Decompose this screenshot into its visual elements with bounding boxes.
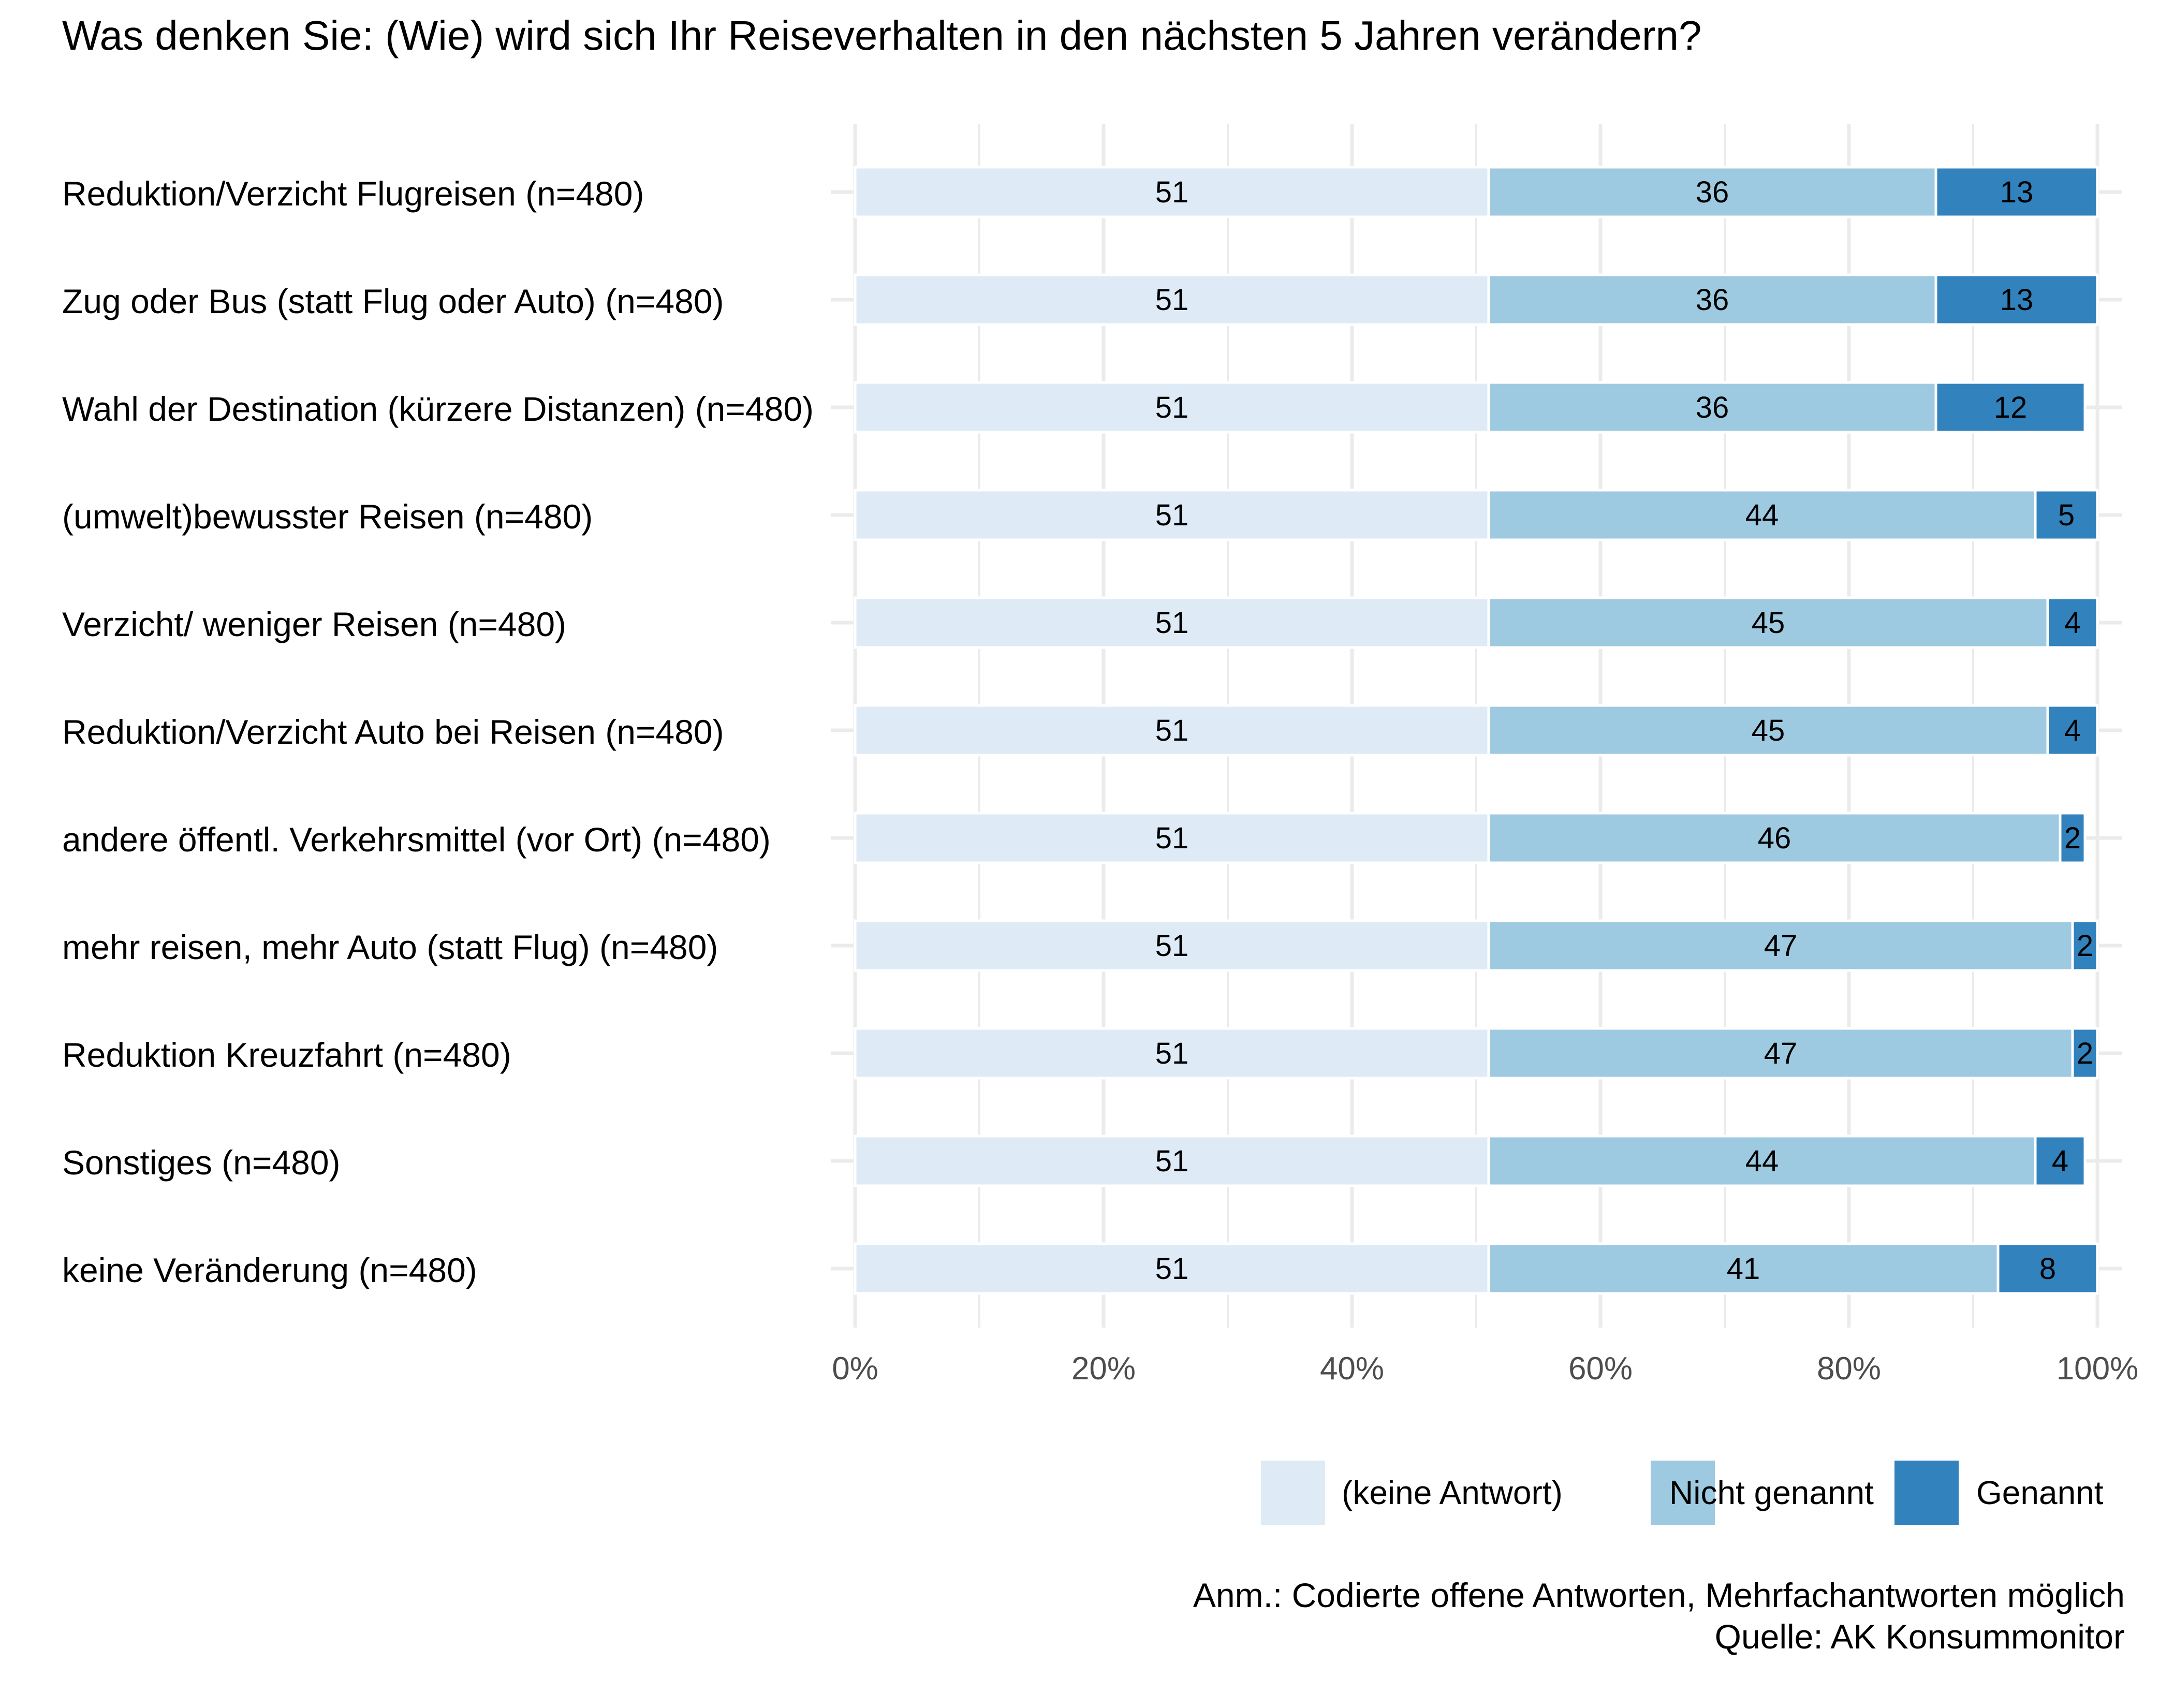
bar-value-label: 51	[1155, 175, 1189, 209]
bar-value-label: 41	[1727, 1252, 1760, 1286]
bar-value-label: 44	[1745, 498, 1779, 532]
bar-segment	[1487, 704, 2049, 757]
bar-segment	[2046, 596, 2099, 649]
bar-value-label: 8	[2039, 1252, 2056, 1286]
legend-label: (keine Antwort)	[1342, 1474, 1563, 1511]
bar-value-label: 5	[2058, 498, 2075, 532]
x-tick-label: 0%	[832, 1351, 878, 1387]
bar-segment	[854, 1027, 1490, 1080]
x-tick-label: 20%	[1071, 1351, 1136, 1387]
bar-segment	[1487, 273, 1937, 326]
category-label: (umwelt)bewusster Reisen (n=480)	[62, 497, 593, 536]
category-label: Reduktion/Verzicht Flugreisen (n=480)	[62, 174, 644, 213]
bar-segment	[1487, 1135, 2037, 1187]
bar-segment	[1934, 166, 2099, 218]
bar-value-label: 51	[1155, 1037, 1189, 1070]
bar-segment	[1487, 919, 2074, 972]
bar-value-label: 47	[1764, 929, 1798, 963]
bar-segment	[854, 919, 1490, 972]
bar-value-label: 36	[1696, 391, 1729, 424]
category-label: Sonstiges (n=480)	[62, 1143, 341, 1182]
bar-segment	[1996, 1242, 2099, 1295]
bars-layer: 51 36 13 51 36 13 51 36 12 51 44 5 51 45 4 51 45 4 51 46 2 51…	[854, 166, 2099, 1295]
bar-segment	[1487, 166, 1937, 218]
bar-value-label: 51	[1155, 929, 1189, 963]
legend: (keine Antwort) Nicht genannt Genannt	[1261, 1461, 2104, 1525]
category-labels: Reduktion/Verzicht Flugreisen (n=480) Zug…	[62, 174, 814, 1289]
bar-value-label: 47	[1764, 1037, 1798, 1070]
bar-segment	[1487, 596, 2049, 649]
bar-segment	[2071, 919, 2099, 972]
bar-segment	[2071, 1027, 2099, 1080]
bar-segment	[1487, 1242, 2000, 1295]
legend-swatch	[1261, 1461, 1325, 1525]
bar-segment	[854, 489, 1490, 541]
x-axis: 0% 20% 40% 60% 80% 100%	[832, 1351, 2138, 1387]
bar-value-label: 2	[2077, 929, 2093, 963]
category-label: Verzicht/ weniger Reisen (n=480)	[62, 605, 566, 643]
bar-value-label: 51	[1155, 821, 1189, 855]
chart-source: Quelle: AK Konsummonitor	[1715, 1617, 2125, 1656]
bar-value-label: 51	[1155, 1144, 1189, 1178]
bar-value-label: 12	[1994, 391, 2028, 424]
bar-value-label: 4	[2064, 606, 2081, 640]
bar-segment	[1934, 273, 2099, 326]
bar-segment	[1934, 381, 2087, 434]
category-label: Zug oder Bus (statt Flug oder Auto) (n=4…	[62, 282, 724, 320]
bar-value-label: 2	[2064, 821, 2081, 855]
bar-value-label: 51	[1155, 283, 1189, 317]
bar-value-label: 51	[1155, 391, 1189, 424]
bar-value-label: 51	[1155, 1252, 1189, 1286]
bar-value-label: 36	[1696, 175, 1729, 209]
chart-note: Anm.: Codierte offene Antworten, Mehrfac…	[1193, 1576, 2125, 1614]
bar-value-label: 13	[2000, 175, 2034, 209]
chart-title: Was denken Sie: (Wie) wird sich Ihr Reis…	[62, 12, 1702, 58]
bar-segment	[854, 1242, 1490, 1295]
category-label: keine Veränderung (n=480)	[62, 1251, 477, 1289]
bar-value-label: 51	[1155, 498, 1189, 532]
bar-segment	[2059, 812, 2087, 864]
x-tick-label: 100%	[2057, 1351, 2139, 1387]
bar-value-label: 4	[2052, 1144, 2068, 1178]
category-label: andere öffentl. Verkehrsmittel (vor Ort)…	[62, 820, 771, 859]
category-label: Reduktion Kreuzfahrt (n=480)	[62, 1036, 511, 1074]
x-tick-label: 40%	[1320, 1351, 1384, 1387]
category-label: mehr reisen, mehr Auto (statt Flug) (n=4…	[62, 928, 718, 966]
bar-segment	[2046, 704, 2099, 757]
bar-value-label: 44	[1745, 1144, 1779, 1178]
bar-segment	[1487, 812, 2062, 864]
bar-value-label: 36	[1696, 283, 1729, 317]
bar-value-label: 51	[1155, 714, 1189, 747]
bar-value-label: 45	[1752, 606, 1785, 640]
bar-value-label: 13	[2000, 283, 2034, 317]
bar-value-label: 45	[1752, 714, 1785, 747]
bar-value-label: 51	[1155, 606, 1189, 640]
category-label: Wahl der Destination (kürzere Distanzen)…	[62, 390, 814, 428]
x-tick-label: 60%	[1568, 1351, 1633, 1387]
x-tick-label: 80%	[1817, 1351, 1881, 1387]
bar-value-label: 2	[2077, 1037, 2093, 1070]
bar-segment	[854, 704, 1490, 757]
category-label: Reduktion/Verzicht Auto bei Reisen (n=48…	[62, 713, 724, 751]
legend-swatch	[1894, 1461, 1959, 1525]
bar-segment	[854, 381, 1490, 434]
bar-segment	[1487, 1027, 2074, 1080]
legend-label: Genannt	[1976, 1474, 2104, 1511]
bar-segment	[2034, 1135, 2087, 1187]
bar-segment	[854, 166, 1490, 218]
legend-label: Nicht genannt	[1669, 1474, 1874, 1511]
bar-segment	[2034, 489, 2099, 541]
bar-segment	[1487, 489, 2037, 541]
bar-value-label: 4	[2064, 714, 2081, 747]
legend-swatch	[1651, 1461, 1715, 1525]
bar-value-label: 46	[1758, 821, 1791, 855]
